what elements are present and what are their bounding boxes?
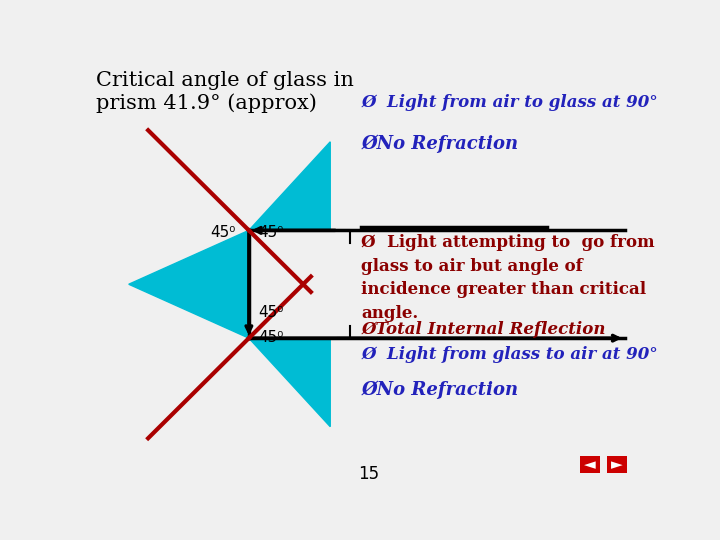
Text: 15: 15 bbox=[359, 465, 379, 483]
Text: Ø  Light from air to glass at 90°: Ø Light from air to glass at 90° bbox=[361, 94, 658, 111]
Text: 45⁰: 45⁰ bbox=[210, 225, 235, 240]
Text: Ø  Light from glass to air at 90°: Ø Light from glass to air at 90° bbox=[361, 346, 658, 363]
Text: ►: ► bbox=[611, 457, 623, 472]
Polygon shape bbox=[249, 338, 330, 427]
FancyBboxPatch shape bbox=[607, 456, 627, 473]
Polygon shape bbox=[129, 231, 249, 338]
Text: ØNo Refraction: ØNo Refraction bbox=[361, 134, 518, 153]
Text: ØNo Refraction: ØNo Refraction bbox=[361, 381, 518, 399]
Polygon shape bbox=[249, 142, 330, 231]
Text: 45⁰: 45⁰ bbox=[258, 330, 284, 345]
Text: ØTotal Internal Reflection: ØTotal Internal Reflection bbox=[361, 321, 606, 338]
Text: 45⁰: 45⁰ bbox=[258, 225, 284, 240]
Text: 45⁰: 45⁰ bbox=[258, 305, 284, 320]
Text: Critical angle of glass in
prism 41.9° (approx): Critical angle of glass in prism 41.9° (… bbox=[96, 71, 354, 113]
FancyBboxPatch shape bbox=[580, 456, 600, 473]
Text: Ø  Light attempting to  go from
glass to air but angle of
incidence greater than: Ø Light attempting to go from glass to a… bbox=[361, 234, 655, 322]
Text: ◄: ◄ bbox=[584, 457, 595, 472]
